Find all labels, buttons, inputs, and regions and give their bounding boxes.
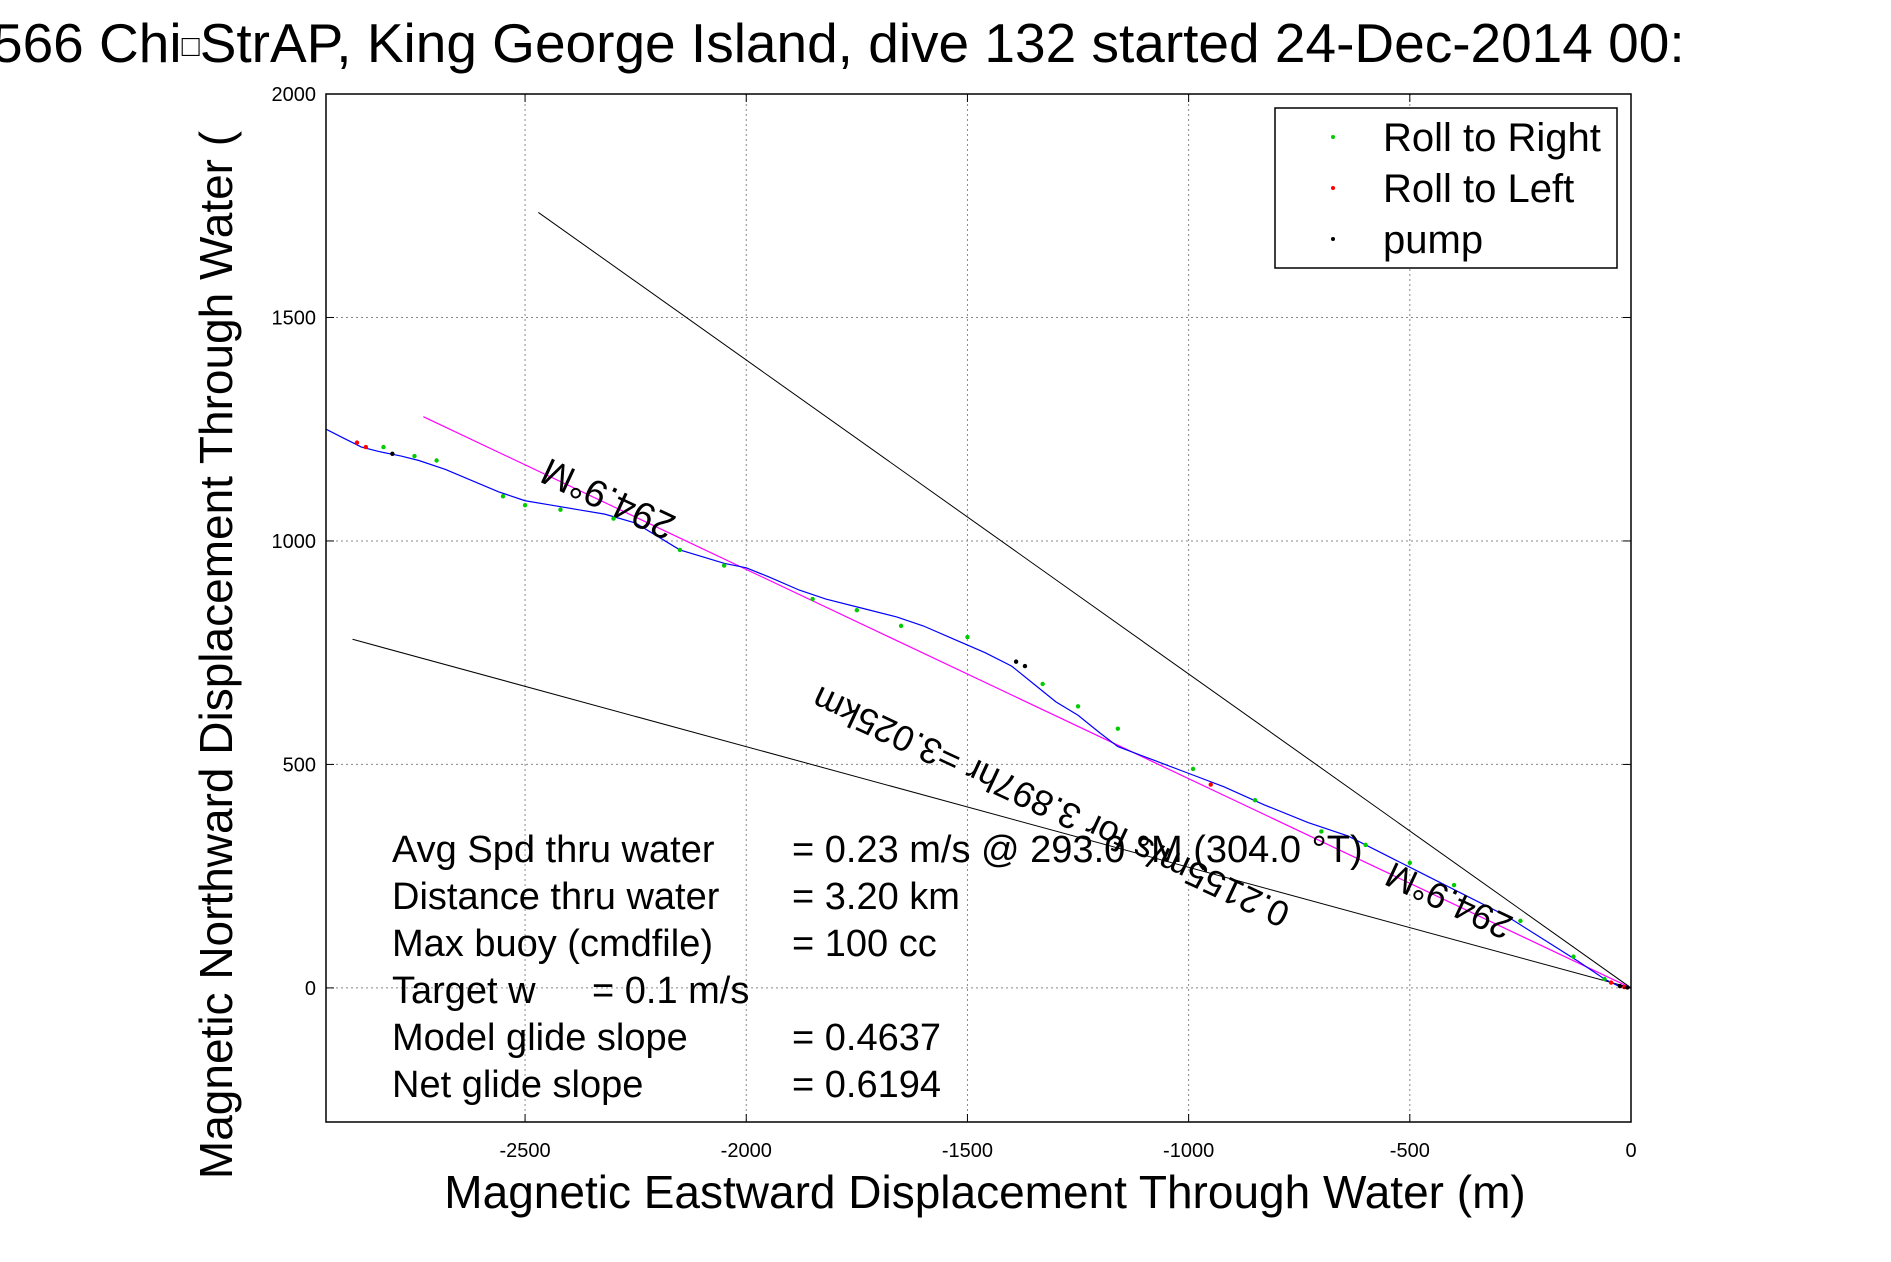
legend-label-roll-left: Roll to Left	[1383, 167, 1574, 211]
y-axis-label: Magnetic Northward Displacement Through …	[190, 130, 242, 1179]
roll-left-point	[354, 440, 360, 445]
roll-right-point	[1075, 704, 1081, 709]
stat-value-target-w: = 0.1 m/s	[592, 970, 749, 1012]
bound-line	[352, 638, 1631, 989]
stat-label-distance: Distance thru water	[392, 876, 720, 918]
stat-value-distance: = 3.20 km	[792, 876, 960, 918]
annotation-label: 294.9°M	[1379, 854, 1518, 948]
stat-value-net-glide: = 0.6194	[792, 1064, 941, 1106]
roll-right-point	[1040, 681, 1045, 687]
x-tick-label: -2500	[499, 1140, 550, 1162]
roll-right-point	[434, 458, 439, 463]
tick-labels: -2500 -2000 -1500 -1000 -500 0 0 500 1000 1500 200…	[272, 84, 1637, 1162]
stat-value-max-buoy: = 100 cc	[792, 923, 937, 965]
legend: Roll to Right Roll to Left pump	[1274, 107, 1618, 269]
roll-right-point	[810, 596, 815, 602]
pump-point	[1013, 659, 1019, 664]
x-axis-label: Magnetic Eastward Displacement Through W…	[444, 1166, 1525, 1218]
pump-point	[1617, 983, 1623, 989]
roll-right-point	[721, 563, 727, 568]
stat-value-model-glide: = 0.4637	[792, 1017, 941, 1059]
roll-right-point	[1190, 766, 1196, 772]
roll-right-point	[898, 623, 904, 629]
legend-marker-roll-right	[1331, 135, 1335, 139]
roll-right-point	[558, 507, 563, 512]
x-tick-label: -1000	[1163, 1140, 1214, 1162]
roll-right-point	[1115, 726, 1121, 731]
roll-right-point	[1602, 976, 1607, 982]
annotations: 294.9°M0.2155m/s for 3.897hr =3.025km 294…	[535, 449, 1518, 948]
stats-block: Avg Spd thru water = 0.23 m/s @ 293.0 °M…	[392, 829, 1363, 1106]
title-obscured-glyph: □	[182, 30, 201, 63]
track-layer	[326, 428, 1631, 989]
stat-value-avg-speed: = 0.23 m/s @ 293.0 °M (304.0 °T)	[792, 829, 1363, 871]
roll-right-point	[677, 547, 683, 553]
roll-right-point	[965, 634, 970, 640]
roll-right-point	[1319, 829, 1324, 834]
chart-title: 566 Chi□StrAP, King George Island, dive …	[0, 12, 1685, 74]
roll-right-point	[1451, 882, 1457, 888]
legend-marker-roll-left	[1331, 186, 1335, 190]
roll-right-point	[412, 453, 417, 459]
roll-right-point	[1518, 918, 1523, 924]
roll-right-point	[381, 444, 386, 450]
points-layer	[354, 440, 1630, 990]
roll-right-point	[1363, 842, 1368, 848]
roll-left-point	[363, 444, 369, 450]
legend-label-roll-right: Roll to Right	[1383, 116, 1601, 160]
x-tick-label: -1500	[942, 1140, 993, 1162]
roll-left-point	[1208, 782, 1213, 787]
plot-frame	[325, 93, 1632, 1123]
reference-lines	[352, 212, 1631, 989]
legend-label-pump: pump	[1383, 218, 1483, 262]
heading-line	[423, 416, 1631, 989]
y-tick-label: 2000	[272, 84, 317, 106]
y-tick-label: 0	[305, 978, 316, 1000]
roll-right-point	[611, 516, 616, 521]
stat-label-model-glide: Model glide slope	[392, 1017, 688, 1059]
y-tick-label: 1500	[272, 307, 317, 329]
pump-point	[1022, 663, 1028, 669]
stat-label-max-buoy: Max buoy (cmdfile)	[392, 923, 713, 965]
roll-right-point	[1571, 954, 1576, 959]
stat-label-net-glide: Net glide slope	[392, 1064, 643, 1106]
dive-track-line	[326, 428, 1631, 989]
roll-right-point	[1252, 797, 1258, 803]
y-tick-label: 1000	[272, 531, 317, 553]
roll-left-point	[1608, 980, 1614, 985]
stat-label-avg-speed: Avg Spd thru water	[392, 829, 715, 871]
roll-right-point	[522, 503, 528, 508]
pump-point	[390, 451, 395, 456]
x-tick-label: -500	[1390, 1140, 1430, 1162]
y-tick-label: 500	[283, 754, 316, 776]
bound-line	[538, 212, 1631, 989]
roll-right-point	[1407, 860, 1413, 865]
roll-right-point	[500, 494, 506, 499]
roll-right-point	[854, 608, 860, 613]
annotation-label: 294.9°M	[535, 449, 681, 547]
stat-label-target-w: Target w	[392, 970, 536, 1012]
legend-marker-pump	[1331, 237, 1335, 241]
x-tick-label: 0	[1625, 1140, 1636, 1162]
x-tick-label: -2000	[721, 1140, 772, 1162]
